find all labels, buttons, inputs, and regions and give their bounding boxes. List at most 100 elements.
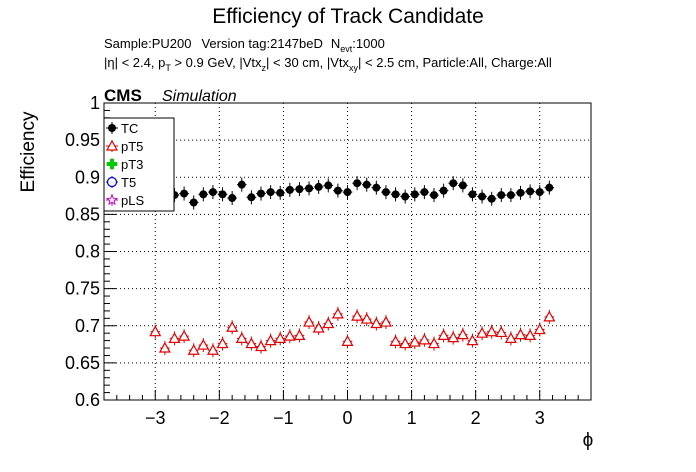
pt5-point: [533, 322, 546, 337]
marker-open-triangle: [485, 325, 498, 337]
marker-filled-circle: [343, 188, 352, 197]
legend-label: pT3: [121, 157, 143, 172]
x-axis-label: ϕ: [583, 430, 594, 451]
marker-filled-circle: [305, 184, 314, 193]
tick-layer: −3 −2 −1 0 1 2 3 0.6 0.65 0.7 0.75 0.8 0.85 0.9 0.95 1: [65, 93, 579, 428]
marker-filled-circle: [256, 189, 265, 198]
marker-open-triangle: [427, 337, 441, 349]
pt5-point: [427, 336, 441, 351]
y-axis-label: Efficiency: [18, 111, 39, 192]
pt5-point: [351, 309, 364, 324]
tc-point: [429, 188, 439, 203]
pt5-point: [341, 334, 354, 349]
marker-open-triangle: [216, 337, 229, 349]
tc-point: [275, 185, 286, 200]
pt5-point: [504, 331, 517, 346]
marker-filled-circle: [199, 190, 208, 199]
marker-open-triangle: [293, 329, 306, 341]
tc-point: [544, 180, 555, 195]
marker-open-triangle: [399, 337, 412, 349]
pt5-point: [283, 329, 296, 344]
marker-filled-circle: [430, 191, 439, 200]
tc-point: [525, 184, 535, 199]
pt5-point: [370, 316, 383, 331]
tc-point: [448, 176, 459, 191]
marker-filled-circle: [478, 192, 487, 201]
marker-open-triangle: [187, 344, 200, 355]
tc-point: [352, 176, 362, 191]
pt5-point: [254, 339, 268, 354]
tc-point: [515, 185, 526, 200]
legend-label: T5: [121, 175, 136, 190]
tc-point: [506, 188, 516, 203]
y-tick-label: 0.9: [75, 167, 100, 187]
marker-open-triangle: [370, 317, 383, 329]
marker-filled-circle: [449, 179, 458, 188]
marker-open-triangle: [447, 331, 460, 343]
pt5-point: [303, 315, 316, 330]
legend-marker: [107, 159, 117, 169]
pt5-point: [524, 328, 537, 343]
marker-open-triangle: [283, 329, 296, 341]
marker-open-triangle: [341, 335, 354, 346]
grid-layer: [104, 102, 591, 401]
pt5-point: [158, 341, 171, 356]
tc-point: [304, 181, 314, 196]
marker-open-triangle: [495, 326, 508, 338]
x-tick-label: −3: [145, 408, 166, 428]
marker-open-triangle: [312, 321, 325, 333]
marker-filled-circle: [189, 198, 198, 207]
chart-title: Efficiency of Track Candidate: [212, 5, 484, 28]
pt5-point: [264, 333, 277, 348]
marker-open-triangle: [254, 340, 268, 352]
marker-filled-circle: [333, 186, 342, 195]
pt5-point: [360, 312, 373, 327]
pt5-point: [197, 338, 210, 353]
y-tick-label: 0.85: [65, 204, 100, 224]
tc-point: [458, 178, 468, 193]
pt5-point: [389, 334, 402, 349]
marker-filled-circle: [372, 183, 381, 192]
legend-entry-tc: TC: [106, 121, 138, 136]
y-tick-label: 1: [90, 93, 100, 113]
marker-filled-circle: [439, 186, 448, 195]
marker-open-triangle: [360, 312, 373, 324]
marker-open-triangle: [533, 323, 546, 335]
marker-open-triangle: [322, 317, 335, 329]
tc-point: [313, 179, 324, 194]
xy-cut: | < 2.5 cm, Particle:All, Charge:All: [358, 55, 552, 70]
marker-filled-circle: [381, 188, 390, 197]
tc-point: [496, 188, 507, 203]
marker-filled-circle: [228, 194, 237, 203]
nevt-subscript: evt: [340, 44, 353, 54]
tc-point: [256, 186, 266, 201]
marker-open-triangle: [389, 335, 402, 346]
nevt-value: :1000: [352, 36, 385, 51]
pt5-point: [206, 343, 219, 358]
pt5-point: [456, 327, 469, 342]
legend-marker: [105, 193, 119, 206]
tc-point: [400, 189, 410, 204]
legend-marker: [108, 124, 116, 132]
marker-filled-circle: [526, 187, 535, 196]
x-tick-label: 2: [471, 408, 481, 428]
pt5-point: [495, 325, 508, 340]
marker-filled-circle: [468, 190, 477, 199]
legend-entry-pt5: pT5: [105, 139, 143, 154]
pt5-point: [418, 332, 431, 347]
tc-point: [227, 191, 237, 206]
marker-filled-circle: [266, 188, 275, 197]
marker-open-triangle: [524, 329, 537, 341]
subtitle-line-2: |η| < 2.4, pT > 0.9 GeV, |Vtxz| < 30 cm,…: [104, 55, 552, 73]
pt5-point: [149, 324, 162, 339]
pt5-point: [322, 316, 335, 331]
xy-subscript: xy: [349, 63, 359, 73]
marker-open-triangle: [264, 334, 277, 346]
tc-point: [236, 177, 247, 192]
tc-point: [534, 185, 545, 200]
tc-point: [419, 185, 430, 200]
marker-open-triangle: [178, 329, 191, 341]
x-tick-label: 3: [535, 408, 545, 428]
marker-filled-circle: [208, 188, 217, 197]
pt5-point: [235, 331, 248, 346]
